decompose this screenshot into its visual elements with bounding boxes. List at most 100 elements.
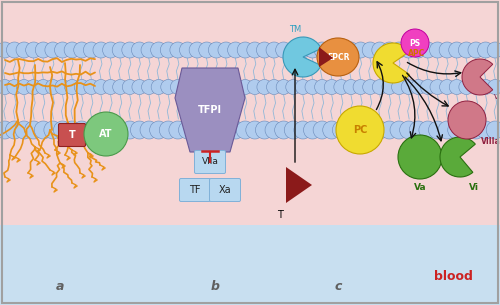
Circle shape — [161, 80, 176, 95]
Circle shape — [121, 121, 139, 139]
Circle shape — [257, 80, 272, 95]
Circle shape — [362, 42, 378, 58]
Circle shape — [486, 121, 500, 139]
Circle shape — [93, 42, 109, 58]
Circle shape — [237, 42, 253, 58]
Circle shape — [102, 42, 118, 58]
Circle shape — [276, 42, 291, 58]
Circle shape — [0, 121, 14, 139]
Circle shape — [198, 42, 214, 58]
Wedge shape — [283, 37, 321, 77]
Circle shape — [266, 80, 281, 95]
Circle shape — [112, 80, 128, 95]
Circle shape — [256, 42, 272, 58]
Circle shape — [15, 121, 33, 139]
Circle shape — [228, 80, 243, 95]
Circle shape — [74, 42, 90, 58]
Circle shape — [169, 121, 187, 139]
FancyBboxPatch shape — [194, 150, 226, 174]
Circle shape — [440, 80, 454, 95]
Circle shape — [82, 121, 100, 139]
Circle shape — [304, 42, 320, 58]
Circle shape — [391, 42, 407, 58]
Circle shape — [0, 42, 13, 58]
FancyBboxPatch shape — [210, 178, 240, 202]
Circle shape — [46, 80, 60, 95]
Circle shape — [296, 80, 310, 95]
Circle shape — [256, 121, 274, 139]
Text: TM: TM — [289, 24, 301, 34]
Circle shape — [382, 80, 397, 95]
Circle shape — [286, 42, 302, 58]
Circle shape — [410, 42, 426, 58]
Circle shape — [198, 121, 216, 139]
Polygon shape — [319, 47, 333, 67]
Circle shape — [228, 42, 244, 58]
Circle shape — [458, 121, 475, 139]
Circle shape — [26, 42, 42, 58]
Circle shape — [209, 80, 224, 95]
Circle shape — [208, 121, 226, 139]
Circle shape — [122, 80, 138, 95]
Circle shape — [352, 121, 370, 139]
Circle shape — [26, 80, 41, 95]
Circle shape — [284, 121, 302, 139]
Circle shape — [372, 80, 388, 95]
Circle shape — [63, 121, 81, 139]
Text: a: a — [56, 281, 64, 293]
Circle shape — [178, 121, 196, 139]
Circle shape — [468, 42, 484, 58]
Circle shape — [334, 42, 349, 58]
Text: Vi: Vi — [469, 182, 479, 192]
Circle shape — [64, 42, 80, 58]
Circle shape — [430, 80, 445, 95]
Circle shape — [72, 121, 90, 139]
Circle shape — [92, 121, 110, 139]
Circle shape — [140, 121, 158, 139]
Circle shape — [111, 121, 129, 139]
Circle shape — [294, 121, 312, 139]
Circle shape — [208, 42, 224, 58]
Text: T: T — [68, 130, 75, 140]
Circle shape — [276, 80, 291, 95]
Text: EPCR: EPCR — [327, 52, 349, 62]
Circle shape — [400, 121, 417, 139]
FancyBboxPatch shape — [180, 178, 210, 202]
Circle shape — [324, 42, 340, 58]
Text: b: b — [210, 281, 220, 293]
Wedge shape — [440, 137, 476, 177]
Circle shape — [247, 42, 263, 58]
Bar — [0, 225, 500, 305]
Circle shape — [478, 42, 494, 58]
Circle shape — [64, 80, 80, 95]
Circle shape — [352, 42, 368, 58]
Circle shape — [150, 42, 166, 58]
Circle shape — [371, 121, 389, 139]
Circle shape — [160, 42, 176, 58]
Circle shape — [246, 121, 264, 139]
Circle shape — [151, 80, 166, 95]
Text: VIIIi: VIIIi — [494, 94, 500, 100]
Text: PS: PS — [410, 38, 420, 48]
Circle shape — [420, 80, 436, 95]
Circle shape — [488, 80, 500, 95]
Circle shape — [122, 42, 138, 58]
Circle shape — [467, 121, 485, 139]
Circle shape — [344, 80, 358, 95]
Circle shape — [45, 42, 61, 58]
Circle shape — [84, 112, 128, 156]
Circle shape — [438, 121, 456, 139]
Text: VIIIa: VIIIa — [481, 138, 500, 146]
Circle shape — [217, 121, 235, 139]
Circle shape — [420, 42, 436, 58]
Circle shape — [54, 42, 70, 58]
Circle shape — [238, 80, 252, 95]
Circle shape — [84, 80, 99, 95]
Circle shape — [487, 42, 500, 58]
Circle shape — [44, 121, 62, 139]
Circle shape — [180, 80, 195, 95]
Circle shape — [419, 121, 437, 139]
Circle shape — [428, 121, 446, 139]
Circle shape — [199, 80, 214, 95]
Circle shape — [362, 80, 378, 95]
